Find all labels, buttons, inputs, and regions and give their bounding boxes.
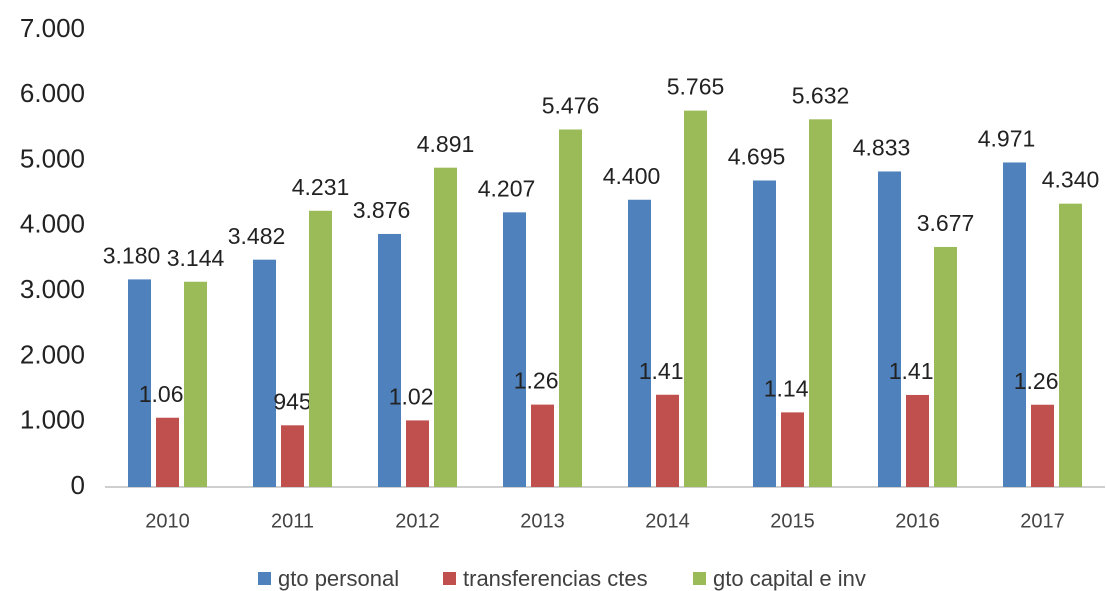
bar bbox=[1003, 162, 1026, 487]
x-tick-label: 2012 bbox=[395, 510, 440, 532]
value-label: 4.971 bbox=[978, 126, 1036, 152]
bar bbox=[253, 259, 276, 487]
x-tick-label: 2015 bbox=[770, 510, 815, 532]
x-tick-label: 2017 bbox=[1020, 510, 1065, 532]
bar bbox=[309, 210, 332, 488]
value-label: 945 bbox=[273, 388, 311, 414]
bar bbox=[378, 233, 401, 487]
bar bbox=[809, 119, 832, 488]
x-tick-label: 2013 bbox=[520, 510, 565, 532]
value-label: 5.765 bbox=[667, 74, 725, 100]
bar bbox=[684, 110, 707, 487]
bar bbox=[156, 417, 179, 487]
y-tick-label: 3.000 bbox=[20, 274, 85, 304]
bar bbox=[128, 279, 151, 487]
y-tick-label: 6.000 bbox=[20, 78, 85, 108]
y-tick-label: 4.000 bbox=[20, 209, 85, 239]
value-label: 4.340 bbox=[1042, 167, 1100, 193]
legend-swatch bbox=[258, 572, 271, 585]
y-tick-label: 5.000 bbox=[20, 143, 85, 173]
bar bbox=[753, 180, 776, 487]
bar bbox=[1059, 203, 1082, 487]
bar bbox=[906, 394, 929, 487]
value-label: 5.632 bbox=[792, 82, 850, 108]
bar bbox=[503, 212, 526, 487]
x-tick-label: 2014 bbox=[645, 510, 690, 532]
value-label: 4.400 bbox=[603, 163, 661, 189]
bar bbox=[1031, 404, 1054, 487]
bar bbox=[531, 404, 554, 487]
bar bbox=[934, 246, 957, 487]
bar bbox=[406, 420, 429, 487]
value-label: 3.180 bbox=[103, 242, 161, 268]
x-tick-label: 2016 bbox=[895, 510, 940, 532]
y-tick-label: 2.000 bbox=[20, 339, 85, 369]
bar bbox=[281, 425, 304, 487]
x-tick-label: 2010 bbox=[145, 510, 190, 532]
bar bbox=[781, 412, 804, 487]
value-label: 4.891 bbox=[417, 131, 475, 157]
y-tick-label: 0 bbox=[71, 470, 85, 500]
value-label: 4.207 bbox=[478, 175, 536, 201]
value-label: 3.144 bbox=[167, 245, 225, 271]
value-label: 4.833 bbox=[853, 135, 911, 161]
y-tick-label: 7.000 bbox=[20, 13, 85, 43]
bar bbox=[878, 171, 901, 488]
value-label: 4.231 bbox=[292, 174, 350, 200]
value-label: 4.695 bbox=[728, 144, 786, 170]
x-tick-label: 2011 bbox=[271, 510, 314, 532]
bar bbox=[656, 394, 679, 487]
bar bbox=[184, 281, 207, 487]
legend-swatch bbox=[443, 572, 456, 585]
bar bbox=[559, 129, 582, 487]
value-label: 3.677 bbox=[917, 210, 975, 236]
legend-label: gto capital e inv bbox=[713, 566, 866, 591]
value-label: 5.476 bbox=[542, 93, 600, 119]
legend-label: transferencias ctes bbox=[463, 566, 648, 591]
legend-swatch bbox=[693, 572, 706, 585]
value-label: 3.482 bbox=[228, 223, 286, 249]
legend-label: gto personal bbox=[278, 566, 399, 591]
y-tick-label: 1.000 bbox=[20, 405, 85, 435]
value-label: 3.876 bbox=[353, 197, 411, 223]
bar bbox=[434, 167, 457, 488]
bar bbox=[628, 199, 651, 487]
